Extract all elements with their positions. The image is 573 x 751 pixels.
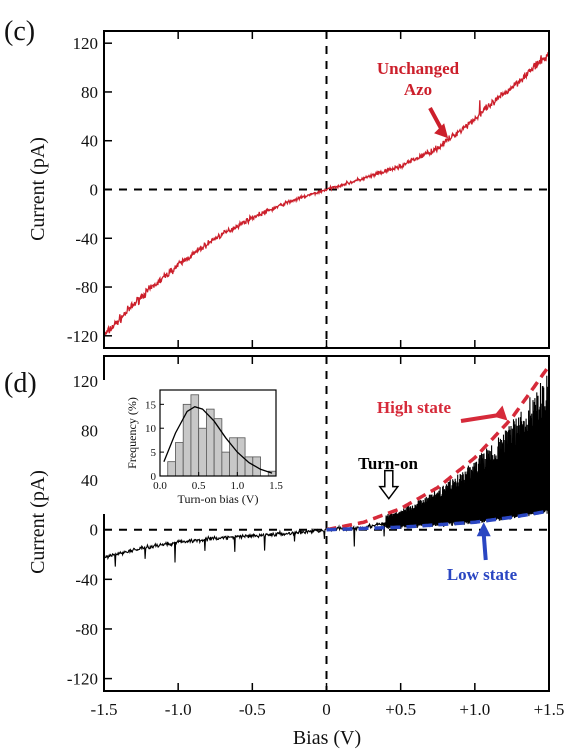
- inset-xtick-label: 1.5: [269, 480, 283, 492]
- panel-c-ytick-label: -40: [75, 229, 98, 248]
- panel-c-ytick-label: -120: [67, 327, 98, 346]
- annotation-low-state-arrow-head: [476, 522, 491, 537]
- inset-histogram-bar: [167, 461, 176, 477]
- annotation-turn-on: Turn-on: [358, 454, 418, 473]
- panel-c-ytick-label: 40: [81, 132, 98, 151]
- panel-d-ytick-label: -120: [67, 670, 98, 689]
- panel-d-xtick-label: -1.0: [165, 700, 192, 719]
- inset-ytick-label: 5: [151, 447, 157, 459]
- panel-c-annotations: Unchanged Azo: [377, 59, 460, 139]
- panel-d-xtick-label: +1.0: [459, 700, 490, 719]
- inset-histogram-bar: [198, 427, 207, 477]
- panel-d-iv-curve: [104, 375, 549, 567]
- inset-fit-curve: [163, 405, 273, 474]
- panel-d: (d) 120 80 40 0 -40 -80 -120 -1.5 -1.0 -0.5 0 +0.5 +…: [4, 355, 565, 749]
- panel-d-ytick-label: 0: [90, 521, 99, 540]
- panel-c-ytick-label: 0: [90, 181, 99, 200]
- panel-d-annotations: High state Turn-on Low state: [358, 398, 518, 584]
- panel-d-zero-lines: [104, 356, 549, 691]
- inset-ytick-label: 15: [145, 399, 157, 411]
- inset-ytick-label: 0: [151, 471, 157, 483]
- high-state-envelope: [326, 364, 549, 532]
- inset-histogram-bar: [221, 451, 231, 477]
- inset-histogram-bar: [175, 442, 184, 477]
- annotation-turn-on-arrow: [378, 469, 400, 500]
- panel-d-ytick-label: 40: [81, 471, 98, 490]
- panel-d-xtick-label: -1.5: [91, 700, 118, 719]
- inset-ytick-label: 10: [145, 423, 157, 435]
- annotation-low-state: Low state: [447, 565, 518, 584]
- inset-histogram-bar: [182, 403, 192, 477]
- annotation-high-state-arrow-head: [493, 405, 508, 421]
- inset-xtick-label: 0.5: [192, 480, 206, 492]
- panel-c-ytick-label: -80: [75, 278, 98, 297]
- panel-d-xlabel: Bias (V): [293, 727, 361, 749]
- panel-d-xtick-label: +1.5: [534, 700, 565, 719]
- inset-ylabel: Frequency (%): [125, 397, 139, 469]
- panel-c-ylabel: Current (pA): [27, 137, 49, 241]
- panel-c-zero-lines: [104, 31, 549, 348]
- inset-xtick-label: 1.0: [230, 480, 244, 492]
- panel-c-ytick-label: 80: [81, 83, 98, 102]
- panel-d-data: [104, 364, 549, 567]
- panel-c-label: (c): [4, 16, 35, 47]
- panel-d-ytick-label: 80: [81, 421, 98, 440]
- panel-c: (c) 120 80 40 0 -40 -80 -120 Current (pA) Unch…: [4, 16, 550, 349]
- inset-xlabel: Turn-on bias (V): [178, 492, 259, 506]
- annotation-unchanged-azo: Unchanged: [377, 59, 460, 78]
- inset-xtick-label: 0.0: [153, 480, 167, 492]
- panel-d-ylabel: Current (pA): [27, 470, 49, 574]
- panel-d-ticks: 120 80 40 0 -40 -80 -120 -1.5 -1.0 -0.5 0 +0.5 +1.0 +…: [67, 356, 565, 719]
- panel-d-xtick-label: 0: [322, 700, 331, 719]
- panel-d-ytick-label: 120: [73, 372, 99, 391]
- inset-histogram: 0.0 0.5 1.0 1.5 15 10 5 0 Turn-on bias (V) Freque…: [102, 380, 288, 514]
- panel-d-xtick-label: -0.5: [239, 700, 266, 719]
- inset-frame: [159, 389, 277, 477]
- annotation-unchanged-azo: Azo: [404, 80, 432, 99]
- annotation-unchanged-azo-arrow-head: [434, 123, 449, 139]
- panel-d-label: (d): [4, 368, 37, 399]
- inset-histogram-bar: [236, 437, 246, 477]
- panel-c-iv-curve: [104, 52, 549, 338]
- annotation-low-state-arrow-shaft: [481, 534, 488, 561]
- panel-d-ytick-label: -80: [75, 620, 98, 639]
- panel-d-xtick-label: +0.5: [385, 700, 416, 719]
- panel-c-data: [104, 52, 549, 338]
- panel-d-ytick-label: -40: [75, 570, 98, 589]
- low-state-envelope: [326, 509, 549, 532]
- panel-c-ticks: 120 80 40 0 -40 -80 -120: [67, 31, 550, 348]
- annotation-high-state: High state: [377, 398, 452, 417]
- panel-c-ytick-label: 120: [73, 34, 99, 53]
